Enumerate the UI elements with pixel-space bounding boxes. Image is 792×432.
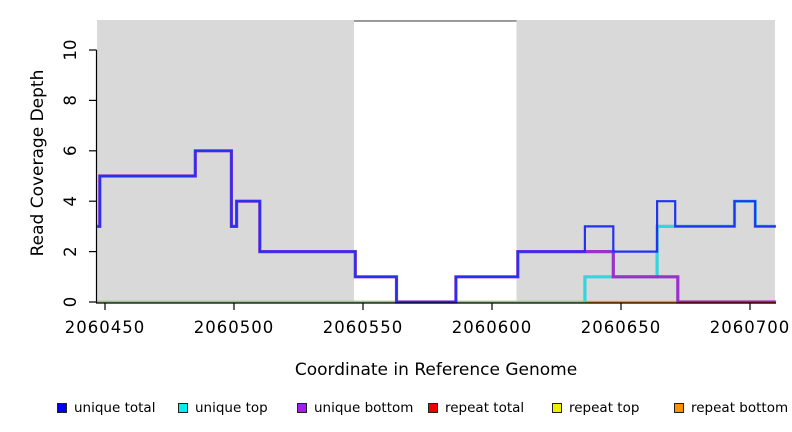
- y-axis-title: Read Coverage Depth: [28, 69, 48, 257]
- x-tick-label: 2060450: [65, 318, 146, 337]
- legend-item-repeat-total: repeat total: [428, 399, 524, 417]
- y-tick-label: 8: [61, 95, 80, 106]
- legend-swatch-icon: [674, 403, 684, 413]
- x-tick-label: 2060500: [194, 318, 275, 337]
- series-layer: [97, 149, 776, 304]
- y-tick-label: 2: [61, 246, 80, 257]
- x-tick-label: 2060650: [581, 318, 662, 337]
- x-tick-label: 2060700: [710, 318, 791, 337]
- legend-swatch-icon: [178, 403, 188, 413]
- legend-item-repeat-top: repeat top: [552, 399, 639, 417]
- y-tick-label: 0: [61, 297, 80, 308]
- masked-white-band: [353, 21, 517, 302]
- legend-swatch-icon: [428, 403, 438, 413]
- x-axis-title: Coordinate in Reference Genome: [294, 360, 578, 380]
- legend: unique total unique top unique bottom repea…: [0, 399, 792, 419]
- legend-label: unique total: [74, 400, 156, 416]
- tick-label-layer: 2060450 2060500 2060550 2060600 2060650 20607…: [61, 40, 791, 338]
- series-line-unique-total: [97, 149, 776, 304]
- legend-label: repeat bottom: [691, 400, 789, 416]
- legend-label: unique top: [195, 400, 268, 416]
- legend-label: repeat total: [445, 400, 525, 416]
- legend-swatch-icon: [552, 403, 562, 413]
- x-tick-label: 2060550: [323, 318, 404, 337]
- legend-item-repeat-bottom: repeat bottom: [674, 399, 788, 417]
- legend-item-unique-total: unique total: [57, 399, 155, 417]
- plot-background-layer: [97, 20, 775, 302]
- legend-label: repeat top: [569, 400, 640, 416]
- legend-item-unique-top: unique top: [178, 399, 268, 417]
- legend-swatch-icon: [57, 403, 67, 413]
- x-tick-label: 2060600: [452, 318, 533, 337]
- legend-label: unique bottom: [314, 400, 414, 416]
- y-tick-label: 10: [61, 40, 80, 61]
- y-tick-label: 4: [61, 196, 80, 207]
- legend-swatch-icon: [297, 403, 307, 413]
- axis-layer: [89, 49, 776, 310]
- legend-item-unique-bottom: unique bottom: [297, 399, 413, 417]
- y-tick-label: 6: [61, 146, 80, 157]
